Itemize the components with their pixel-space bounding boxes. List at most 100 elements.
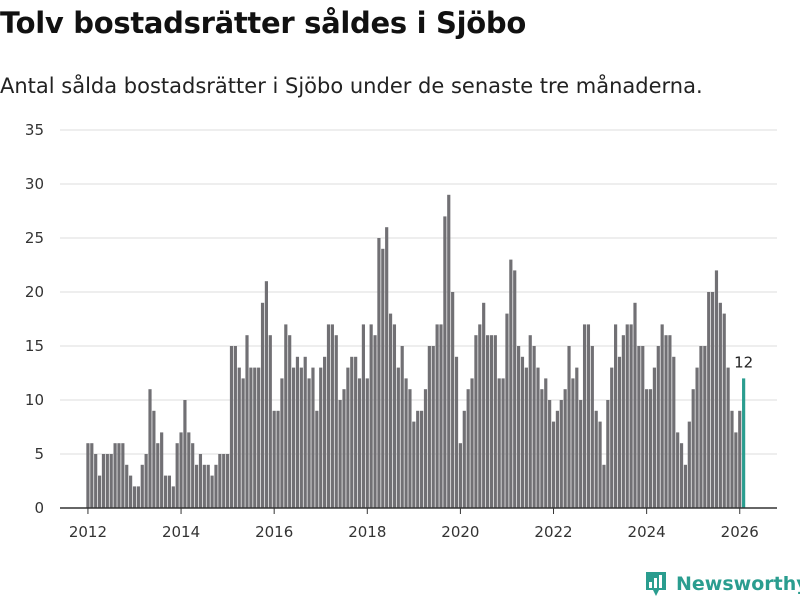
bar [676, 432, 680, 508]
bar [152, 410, 156, 508]
bar [249, 367, 253, 508]
bar [551, 421, 556, 508]
bar [388, 313, 393, 508]
bar [738, 410, 742, 508]
bar [524, 367, 528, 508]
bar [109, 454, 113, 508]
bar [357, 378, 362, 508]
bar [509, 259, 513, 508]
bar [575, 367, 579, 508]
bar [443, 216, 447, 508]
bar [614, 324, 618, 508]
x-tick-label: 2012 [69, 523, 107, 541]
bar [202, 464, 206, 508]
bar [722, 313, 726, 508]
brand-logo[interactable]: Newsworthy [644, 568, 800, 600]
bar [144, 454, 148, 508]
bar [194, 464, 199, 508]
bar [703, 346, 707, 508]
bar [474, 335, 478, 508]
bar [485, 335, 490, 508]
bar [528, 335, 532, 508]
bar [691, 389, 695, 508]
bar [412, 421, 416, 508]
bar [513, 270, 517, 508]
bar [458, 443, 462, 508]
bar [482, 302, 486, 508]
bar [191, 443, 195, 508]
bar [245, 335, 249, 508]
y-tick-label: 5 [34, 445, 44, 463]
bar [540, 389, 544, 508]
bar [198, 454, 203, 508]
bar [707, 292, 711, 508]
bar [272, 410, 276, 508]
bar [695, 367, 699, 508]
bar [594, 410, 598, 508]
bar [264, 281, 268, 508]
bar [652, 367, 656, 508]
bar [610, 367, 614, 508]
bar [544, 378, 548, 508]
bar [125, 464, 129, 508]
bar [625, 324, 629, 508]
bar [683, 464, 688, 508]
bar [315, 410, 319, 508]
bar [396, 367, 400, 508]
y-tick-label: 20 [25, 283, 44, 301]
bar [451, 292, 455, 508]
bar [291, 367, 296, 508]
bar [311, 367, 315, 508]
bar [742, 378, 746, 508]
bar [187, 432, 191, 508]
bar [303, 356, 307, 508]
bar [156, 443, 160, 508]
bar [94, 454, 98, 508]
x-tick-label: 2014 [162, 523, 200, 541]
bar [571, 378, 575, 508]
bar [148, 389, 152, 508]
bar [121, 443, 125, 508]
bar [101, 454, 106, 508]
bar [86, 443, 90, 508]
bar [679, 443, 684, 508]
bar [408, 389, 412, 508]
bar [629, 324, 633, 508]
bar [602, 464, 606, 508]
bar [276, 410, 280, 508]
bar [237, 367, 241, 508]
brand-name: Newsworthy [676, 573, 800, 595]
bar [323, 356, 327, 508]
bar [633, 302, 637, 508]
bar [377, 238, 381, 508]
bar [586, 324, 591, 508]
bar [97, 475, 102, 508]
bar [280, 378, 284, 508]
bar [714, 270, 719, 508]
bar [229, 346, 234, 508]
bar [167, 475, 171, 508]
bar [132, 486, 137, 508]
bar [381, 248, 385, 509]
y-tick-label: 35 [25, 121, 44, 139]
bar [648, 389, 653, 508]
bar [288, 335, 292, 508]
bar [222, 454, 226, 508]
bar [218, 454, 222, 508]
bar [226, 454, 230, 508]
bar [113, 443, 117, 508]
bar [369, 324, 373, 508]
data-labels: 12 [734, 353, 753, 371]
bar [466, 389, 470, 508]
bar [319, 367, 323, 508]
bar [606, 400, 610, 508]
bar [253, 367, 257, 508]
bar [233, 346, 237, 508]
bar [90, 443, 94, 508]
bar [416, 410, 420, 508]
bar [420, 410, 424, 508]
x-tick-label: 2022 [534, 523, 572, 541]
bar [505, 313, 509, 508]
bar [284, 324, 288, 508]
